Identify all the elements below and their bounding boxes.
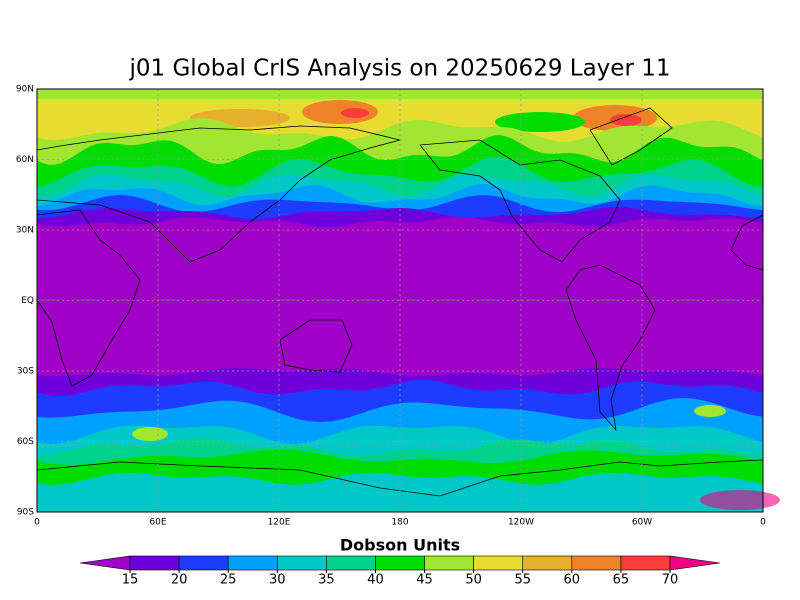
lat-label: 30S <box>17 367 34 377</box>
colorbar-segment <box>669 555 721 571</box>
colorbar-segment <box>129 555 180 571</box>
coastline <box>419 139 621 263</box>
colorbar-tick-label: 20 <box>171 573 188 588</box>
colorbar: 15 20 25 30 35 40 45 50 55 60 65 70 <box>79 555 721 588</box>
graticule <box>37 89 763 512</box>
colorbar-tick-label: 40 <box>367 573 384 588</box>
colorbar-tick-label: 70 <box>662 573 679 588</box>
colorbar-segment <box>522 555 573 571</box>
ozone-region <box>37 472 763 512</box>
colorbar-segment <box>276 555 327 571</box>
colorbar-tick-label: 65 <box>613 573 630 588</box>
colorbar-tick-label: 55 <box>514 573 531 588</box>
lon-label: 120W <box>508 518 534 528</box>
colorbar-segment <box>227 555 278 571</box>
lat-label: 60S <box>17 437 34 447</box>
colorbar-tick-label: 60 <box>564 573 581 588</box>
colorbar-tick-label: 15 <box>122 573 139 588</box>
colorbar-segment <box>473 555 524 571</box>
lon-label: 180 <box>391 518 408 528</box>
lat-label: 60N <box>16 155 34 165</box>
lat-label: 30N <box>16 226 34 236</box>
ozone-region <box>700 490 780 510</box>
ozone-region <box>694 405 726 417</box>
coastline <box>36 125 401 263</box>
lat-label: 90S <box>17 508 34 518</box>
ozone-region <box>341 108 369 118</box>
coastline <box>36 209 141 387</box>
coastline <box>730 214 764 271</box>
lon-label: 120E <box>268 518 291 528</box>
colorbar-segment <box>326 555 376 571</box>
title: j01 Global CrIS Analysis on 20250629 Lay… <box>129 56 671 82</box>
coastline <box>36 459 764 497</box>
colorbar-tick-label: 50 <box>465 573 482 588</box>
coastline <box>565 264 656 432</box>
colorbar-tick-label: 30 <box>269 573 286 588</box>
ozone-region <box>610 114 642 126</box>
colorbar-tick-label: 35 <box>318 573 335 588</box>
lon-label: 60W <box>632 518 652 528</box>
ozone-region <box>132 427 168 441</box>
lon-label: 0 <box>34 518 40 528</box>
map-frame <box>36 88 764 513</box>
colorbar-segment <box>571 555 622 571</box>
colorbar-segment <box>79 555 131 571</box>
colorbar-tick-label: 25 <box>220 573 237 588</box>
lon-label: 0 <box>760 518 766 528</box>
lat-label: 90N <box>16 85 34 95</box>
coastlines <box>36 107 764 497</box>
colorbar-segment <box>424 555 474 571</box>
lon-label: 60E <box>149 518 166 528</box>
lat-label: EQ <box>21 296 34 306</box>
coastline <box>279 319 353 373</box>
colorbar-tick-label: 45 <box>416 573 433 588</box>
colorbar-label: Dobson Units <box>340 536 460 555</box>
ozone-region <box>495 112 585 132</box>
ozone-region <box>302 100 378 124</box>
colorbar-segment <box>620 555 671 571</box>
colorbar-segment <box>375 555 425 571</box>
colorbar-segment <box>178 555 229 571</box>
